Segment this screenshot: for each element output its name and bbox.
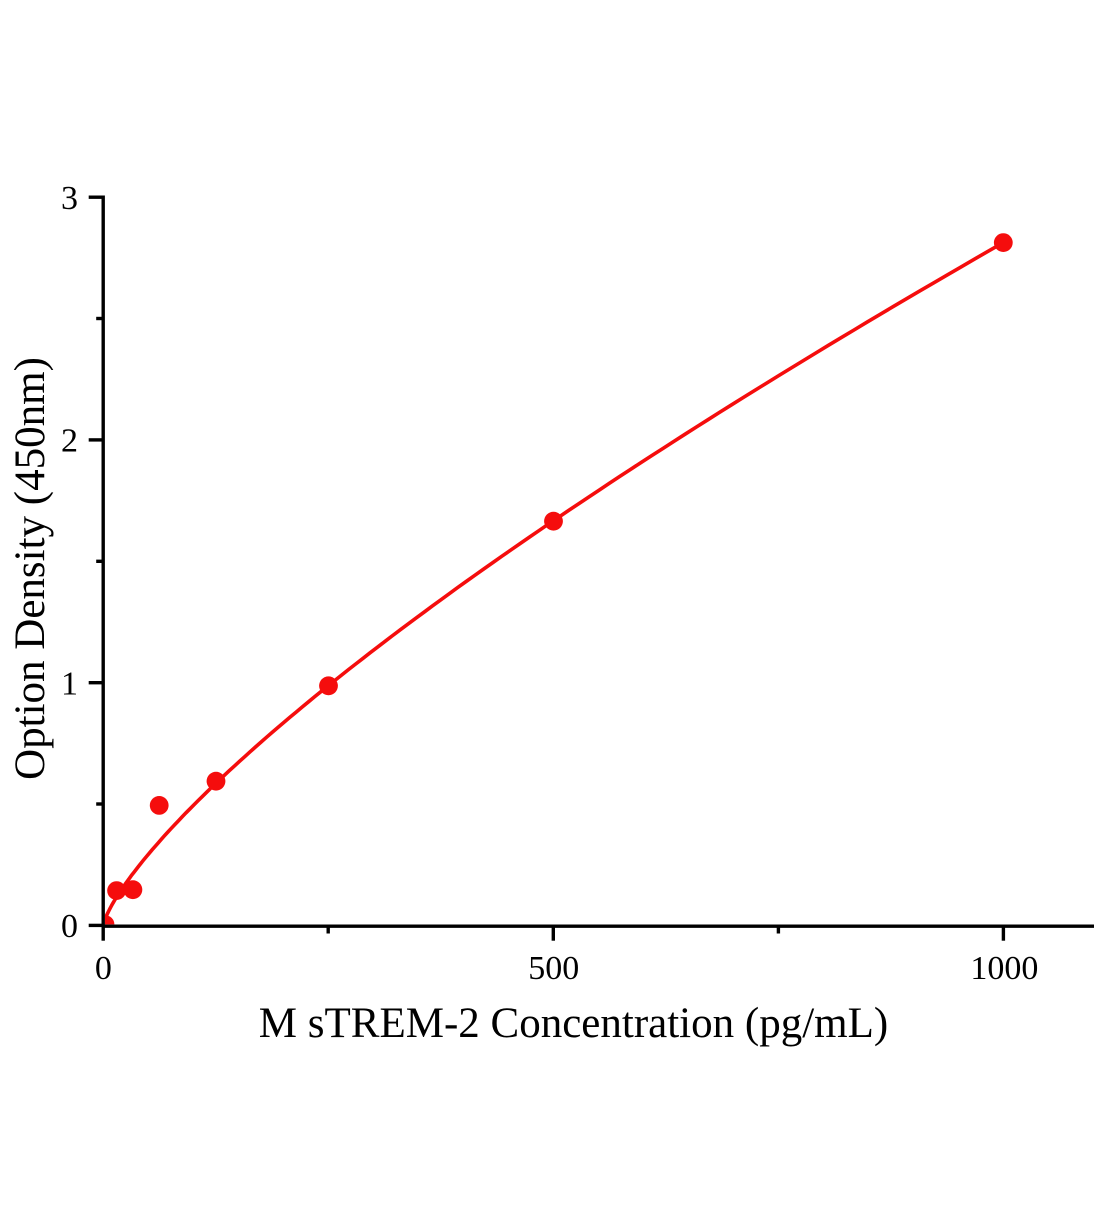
svg-text:500: 500 xyxy=(528,950,579,987)
svg-text:2: 2 xyxy=(61,423,78,460)
svg-text:1: 1 xyxy=(61,665,78,702)
svg-text:Option Density (450nm): Option Density (450nm) xyxy=(7,357,54,780)
svg-text:3: 3 xyxy=(61,180,78,217)
svg-text:M sTREM-2 Concentration (pg/mL: M sTREM-2 Concentration (pg/mL) xyxy=(259,1000,888,1047)
svg-text:0: 0 xyxy=(95,950,112,987)
svg-text:1000: 1000 xyxy=(970,950,1038,987)
svg-text:0: 0 xyxy=(61,908,78,945)
